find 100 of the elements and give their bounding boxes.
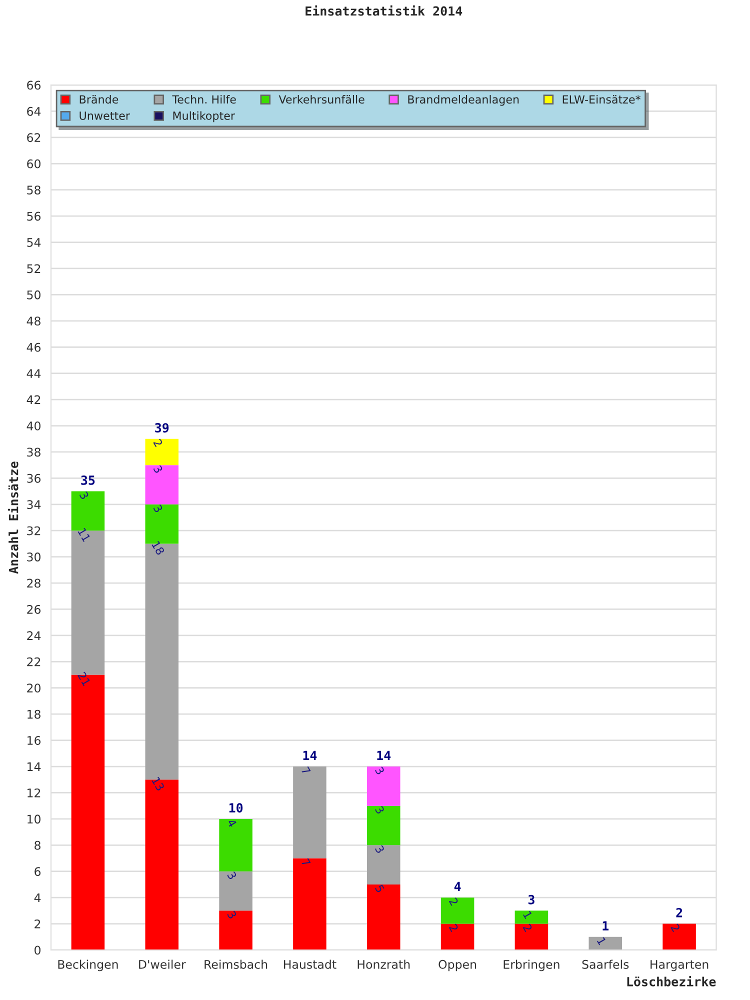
x-tick-label: Beckingen <box>58 960 118 972</box>
total-label: 3 <box>528 894 534 904</box>
data-label: 3 <box>374 844 385 854</box>
y-tick-label: 36 <box>27 474 41 483</box>
legend-label: Brandmeldeanlagen <box>408 95 519 106</box>
total-label: 14 <box>303 750 317 760</box>
bar <box>219 871 252 911</box>
legend-label: ELW-Einsätze* <box>562 95 641 104</box>
y-tick-label: 64 <box>27 106 41 116</box>
bar <box>366 766 400 806</box>
data-label: 3 <box>79 491 90 500</box>
bar <box>219 818 252 872</box>
legend-label: Verkehrsunfälle <box>278 95 364 104</box>
y-tick-label: 42 <box>26 395 40 404</box>
total-label: 35 <box>81 475 95 485</box>
data-label: 2 <box>448 923 459 932</box>
bar <box>366 845 400 884</box>
data-label: 3 <box>153 504 164 513</box>
x-tick-label: Saarfels <box>582 960 629 969</box>
y-tick-label: 30 <box>27 552 40 562</box>
y-tick-label: 50 <box>27 290 40 300</box>
bar <box>145 465 179 504</box>
y-tick-label: 4 <box>34 893 41 902</box>
y-tick-label: 20 <box>27 684 40 693</box>
y-tick-label: 10 <box>28 814 40 824</box>
y-tick-label: 38 <box>27 448 40 457</box>
y-tick-label: 6 <box>34 867 41 876</box>
data-label: 2 <box>448 897 459 906</box>
bar <box>219 910 252 950</box>
bar <box>440 924 474 950</box>
data-label: 3 <box>374 806 385 814</box>
x-tick-label: Haustadt <box>284 960 336 969</box>
data-label: 18 <box>152 540 165 556</box>
y-tick-label: 8 <box>34 840 40 850</box>
legend-label: Multikopter <box>173 111 236 122</box>
y-tick-label: 24 <box>27 631 41 640</box>
y-tick-label: 52 <box>27 264 40 274</box>
y-tick-label: 16 <box>28 736 41 745</box>
bar <box>662 924 696 950</box>
total-label: 39 <box>155 423 169 433</box>
data-label: 2 <box>670 923 680 932</box>
x-tick-label: Erbringen <box>504 960 560 972</box>
total-label: 2 <box>676 908 682 918</box>
legend-label: Unwetter <box>80 112 130 120</box>
y-tick-label: 22 <box>27 657 40 666</box>
y-tick-label: 40 <box>26 421 40 430</box>
bar <box>588 936 622 950</box>
y-tick-label: 62 <box>27 133 40 142</box>
total-label: 4 <box>454 882 461 892</box>
x-tick-label: Reimsbach <box>204 960 268 969</box>
total-label: 14 <box>377 750 391 760</box>
x-tick-label: Honzrath <box>358 960 410 969</box>
y-tick-label: 14 <box>28 762 41 771</box>
bar <box>366 806 400 846</box>
y-tick-label: 0 <box>34 946 40 955</box>
y-tick-label: 32 <box>27 526 40 536</box>
data-label: 7 <box>301 858 311 867</box>
bar <box>514 924 548 950</box>
x-tick-label: D'weiler <box>139 960 186 969</box>
data-label: 13 <box>152 776 165 792</box>
y-tick-label: 66 <box>27 80 41 90</box>
data-label: 21 <box>78 671 91 686</box>
total-label: 1 <box>602 921 609 930</box>
data-label: 2 <box>153 438 163 448</box>
data-label: 3 <box>374 766 385 776</box>
data-label: 7 <box>301 766 311 775</box>
y-tick-label: 58 <box>27 186 40 194</box>
y-tick-label: 12 <box>28 788 40 798</box>
bar <box>366 884 400 950</box>
chart-title: Einsatzstatistik 2014 <box>306 5 462 16</box>
x-tick-label: Oppen <box>438 960 476 972</box>
data-label: 4 <box>226 818 237 828</box>
y-tick-label: 56 <box>27 212 41 221</box>
y-tick-label: 28 <box>27 578 40 588</box>
bar <box>145 438 179 466</box>
bar <box>293 766 326 858</box>
data-label: 3 <box>227 910 237 920</box>
data-label: 1 <box>522 910 532 920</box>
y-tick-label: 2 <box>34 920 40 928</box>
data-label: 1 <box>596 937 606 946</box>
legend-label: Techn. Hilfe <box>172 95 236 104</box>
bar <box>440 898 474 924</box>
data-label: 3 <box>153 464 164 474</box>
y-tick-label: 46 <box>26 342 41 352</box>
y-tick-label: 60 <box>27 159 40 168</box>
total-label: 10 <box>229 803 243 813</box>
data-label: 2 <box>522 923 532 932</box>
x-axis-title: Löschbezirke <box>627 976 716 986</box>
x-tick-label: Hargarten <box>650 960 708 972</box>
y-axis-title: Anzahl Einsätze <box>8 462 18 574</box>
data-label: 3 <box>227 871 237 880</box>
data-label: 5 <box>374 884 385 893</box>
y-tick-label: 18 <box>28 710 40 719</box>
bar <box>293 858 326 950</box>
y-tick-label: 54 <box>27 238 41 247</box>
bar <box>514 910 548 924</box>
data-label: 11 <box>78 528 91 542</box>
y-tick-label: 26 <box>27 604 41 614</box>
legend-label: Brände <box>80 95 118 104</box>
y-tick-label: 48 <box>26 316 40 326</box>
